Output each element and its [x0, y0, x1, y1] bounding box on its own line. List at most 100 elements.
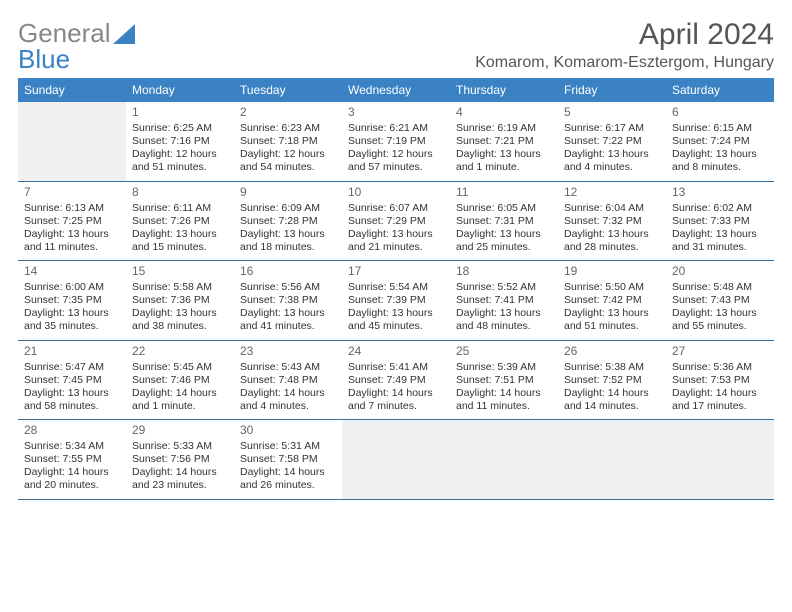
day-number: 10	[348, 185, 444, 200]
day-number: 4	[456, 105, 552, 120]
day-info: Sunset: 7:56 PM	[132, 453, 228, 466]
day-info: and 4 minutes.	[240, 400, 336, 413]
day-info: Sunset: 7:36 PM	[132, 294, 228, 307]
day-info: Daylight: 13 hours	[240, 228, 336, 241]
day-info: Sunset: 7:38 PM	[240, 294, 336, 307]
day-info: Sunset: 7:28 PM	[240, 215, 336, 228]
day-info: Daylight: 14 hours	[240, 387, 336, 400]
day-cell: 21Sunrise: 5:47 AMSunset: 7:45 PMDayligh…	[18, 340, 126, 420]
day-info: Sunset: 7:29 PM	[348, 215, 444, 228]
day-info: Sunset: 7:24 PM	[672, 135, 768, 148]
day-cell: 8Sunrise: 6:11 AMSunset: 7:26 PMDaylight…	[126, 181, 234, 261]
day-info: Sunrise: 6:00 AM	[24, 281, 120, 294]
day-info: and 15 minutes.	[132, 241, 228, 254]
day-cell: 23 Sunrise: 5:43 AMSunset: 7:48 PMDayligh…	[234, 340, 342, 420]
day-number: 2	[240, 105, 336, 120]
day-number: 14	[24, 264, 120, 279]
day-number: 16	[240, 264, 336, 279]
day-cell: 30 Sunrise: 5:31 AMSunset: 7:58 PMDayligh…	[234, 420, 342, 500]
day-cell: 3Sunrise: 6:21 AMSunset: 7:19 PMDaylight…	[342, 102, 450, 181]
day-info: Sunrise: 5:31 AM	[240, 440, 336, 453]
day-info: Sunset: 7:58 PM	[240, 453, 336, 466]
day-info: Sunrise: 5:41 AM	[348, 361, 444, 374]
day-cell: 17Sunrise: 5:54 AMSunset: 7:39 PMDayligh…	[342, 261, 450, 341]
day-number: 23	[240, 344, 336, 359]
day-number: 30	[240, 423, 336, 438]
logo-part2: Blue	[18, 44, 70, 75]
day-info: Sunrise: 5:45 AM	[132, 361, 228, 374]
day-number: 5	[564, 105, 660, 120]
day-info: Sunset: 7:48 PM	[240, 374, 336, 387]
day-info: Daylight: 13 hours	[24, 307, 120, 320]
day-info: Sunset: 7:21 PM	[456, 135, 552, 148]
empty-cell	[666, 420, 774, 500]
empty-cell	[558, 420, 666, 500]
day-info: Sunset: 7:51 PM	[456, 374, 552, 387]
day-info: and 25 minutes.	[456, 241, 552, 254]
day-info: and 11 minutes.	[456, 400, 552, 413]
day-cell: 18Sunrise: 5:52 AMSunset: 7:41 PMDayligh…	[450, 261, 558, 341]
day-cell: 27Sunrise: 5:36 AMSunset: 7:53 PMDayligh…	[666, 340, 774, 420]
day-info: Daylight: 13 hours	[564, 228, 660, 241]
day-number: 9	[240, 185, 336, 200]
day-info: and 51 minutes.	[564, 320, 660, 333]
empty-cell	[342, 420, 450, 500]
day-info: Daylight: 14 hours	[564, 387, 660, 400]
day-info: Daylight: 14 hours	[672, 387, 768, 400]
day-number: 29	[132, 423, 228, 438]
day-number: 12	[564, 185, 660, 200]
day-info: Daylight: 13 hours	[24, 387, 120, 400]
day-info: Sunset: 7:25 PM	[24, 215, 120, 228]
day-info: and 41 minutes.	[240, 320, 336, 333]
day-info: and 38 minutes.	[132, 320, 228, 333]
day-info: Sunset: 7:46 PM	[132, 374, 228, 387]
day-info: Sunrise: 5:38 AM	[564, 361, 660, 374]
day-header: Thursday	[450, 78, 558, 102]
day-number: 18	[456, 264, 552, 279]
day-info: and 20 minutes.	[24, 479, 120, 492]
day-info: Sunrise: 5:33 AM	[132, 440, 228, 453]
title-block: April 2024 Komarom, Komarom-Esztergom, H…	[475, 18, 774, 72]
day-number: 11	[456, 185, 552, 200]
day-info: Daylight: 13 hours	[672, 228, 768, 241]
day-number: 13	[672, 185, 768, 200]
day-number: 19	[564, 264, 660, 279]
day-info: Daylight: 13 hours	[132, 228, 228, 241]
day-cell: 2Sunrise: 6:23 AMSunset: 7:18 PMDaylight…	[234, 102, 342, 181]
day-header: Saturday	[666, 78, 774, 102]
day-info: and 48 minutes.	[456, 320, 552, 333]
calendar-row: 14Sunrise: 6:00 AMSunset: 7:35 PMDayligh…	[18, 261, 774, 341]
day-cell: 10Sunrise: 6:07 AMSunset: 7:29 PMDayligh…	[342, 181, 450, 261]
day-info: Sunrise: 6:23 AM	[240, 122, 336, 135]
day-info: Daylight: 13 hours	[672, 148, 768, 161]
day-info: and 18 minutes.	[240, 241, 336, 254]
day-info: and 7 minutes.	[348, 400, 444, 413]
day-info: Sunrise: 5:58 AM	[132, 281, 228, 294]
day-info: Daylight: 13 hours	[24, 228, 120, 241]
day-header: Tuesday	[234, 78, 342, 102]
day-info: Sunrise: 6:17 AM	[564, 122, 660, 135]
day-cell: 24Sunrise: 5:41 AMSunset: 7:49 PMDayligh…	[342, 340, 450, 420]
day-cell: 4Sunrise: 6:19 AMSunset: 7:21 PMDaylight…	[450, 102, 558, 181]
empty-cell	[18, 102, 126, 181]
day-info: and 1 minute.	[132, 400, 228, 413]
day-info: Sunset: 7:55 PM	[24, 453, 120, 466]
day-cell: 1Sunrise: 6:25 AMSunset: 7:16 PMDaylight…	[126, 102, 234, 181]
day-info: Sunrise: 5:43 AM	[240, 361, 336, 374]
day-number: 6	[672, 105, 768, 120]
day-info: Sunset: 7:49 PM	[348, 374, 444, 387]
day-info: Daylight: 14 hours	[240, 466, 336, 479]
day-info: Sunset: 7:32 PM	[564, 215, 660, 228]
day-info: Daylight: 14 hours	[348, 387, 444, 400]
day-info: and 51 minutes.	[132, 161, 228, 174]
day-cell: 19Sunrise: 5:50 AMSunset: 7:42 PMDayligh…	[558, 261, 666, 341]
day-info: Sunset: 7:16 PM	[132, 135, 228, 148]
day-info: Sunset: 7:53 PM	[672, 374, 768, 387]
day-info: Sunset: 7:33 PM	[672, 215, 768, 228]
day-number: 21	[24, 344, 120, 359]
day-cell: 9Sunrise: 6:09 AMSunset: 7:28 PMDaylight…	[234, 181, 342, 261]
day-info: and 54 minutes.	[240, 161, 336, 174]
day-number: 3	[348, 105, 444, 120]
day-info: Sunrise: 5:56 AM	[240, 281, 336, 294]
day-info: and 11 minutes.	[24, 241, 120, 254]
